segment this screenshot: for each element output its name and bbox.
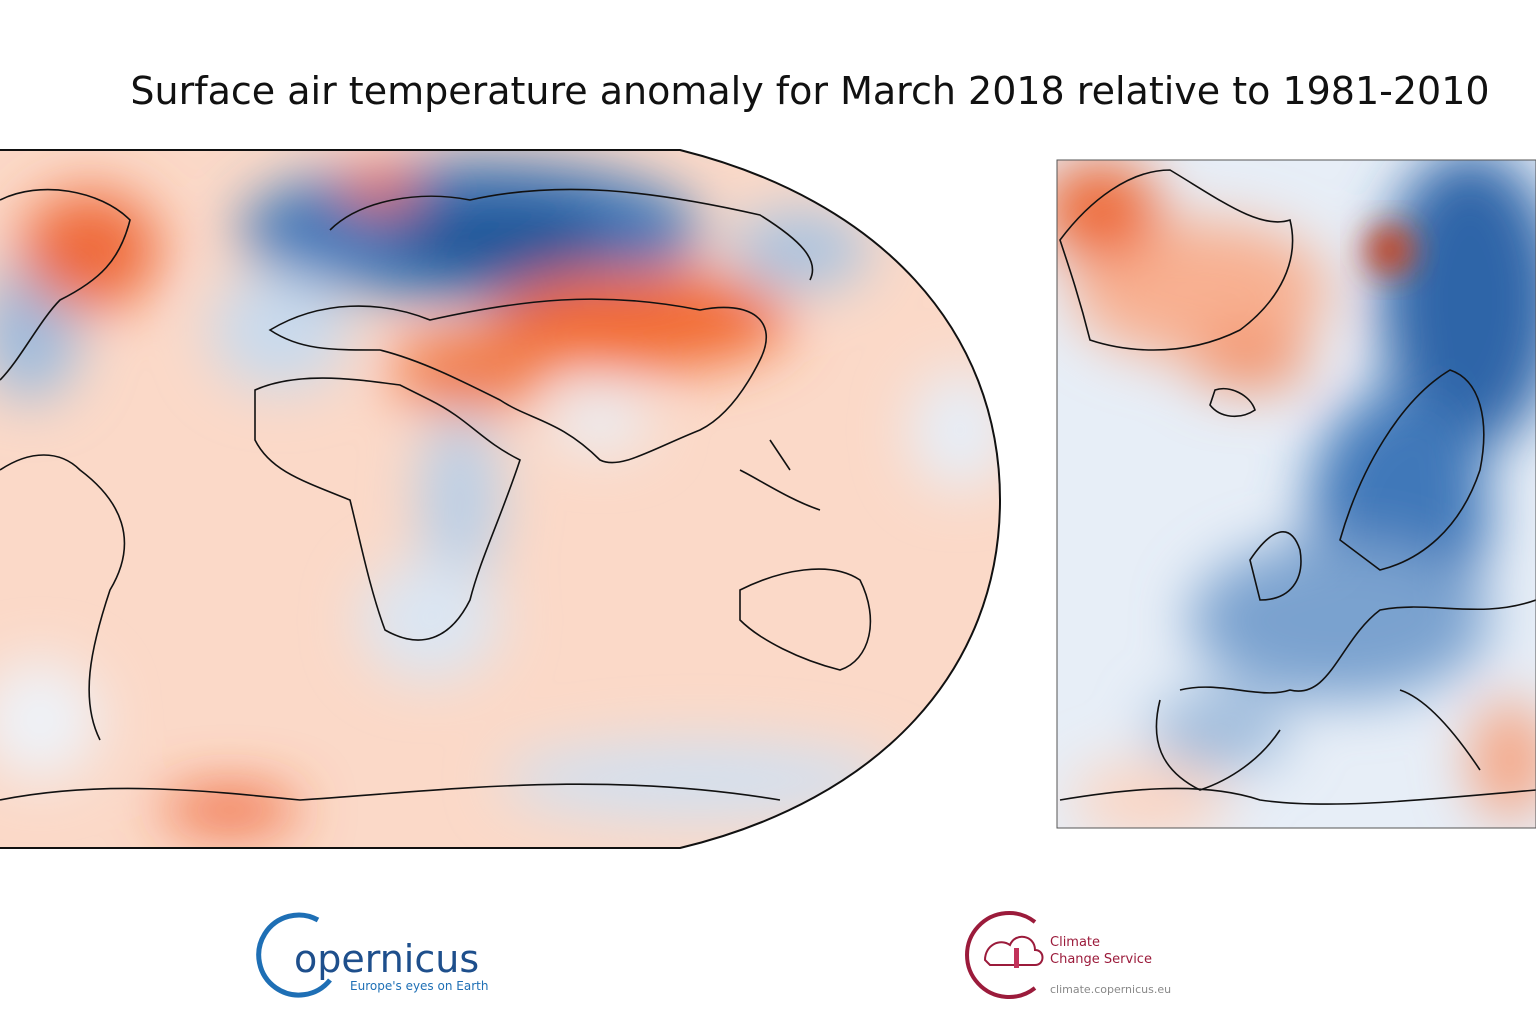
logo-line2: Change Service: [1050, 952, 1152, 967]
europe-map: [1057, 160, 1536, 828]
logo-cloud: [983, 935, 1044, 966]
title: Surface air temperature anomaly for Marc…: [130, 69, 1489, 113]
world-map: [0, 150, 1000, 848]
world-frame: [0, 149, 1002, 849]
coastlines: [0, 188, 872, 801]
copernicus-logo: opernicus Europe's eyes on Earth: [256, 912, 488, 998]
c3s-logo: Climate Change Service climate.copernicu…: [965, 911, 1171, 999]
logo-ring: [965, 911, 1037, 999]
logo-line1: Climate: [1050, 935, 1100, 950]
europe-frame: [1056, 159, 1536, 829]
logo-url: climate.copernicus.eu: [1050, 983, 1171, 996]
coastlines: [1059, 169, 1536, 805]
logo-text: opernicus: [294, 937, 479, 981]
logo-tagline: Europe's eyes on Earth: [350, 979, 488, 993]
logo-thermometer: [1014, 948, 1019, 968]
logo-c: [256, 912, 332, 998]
